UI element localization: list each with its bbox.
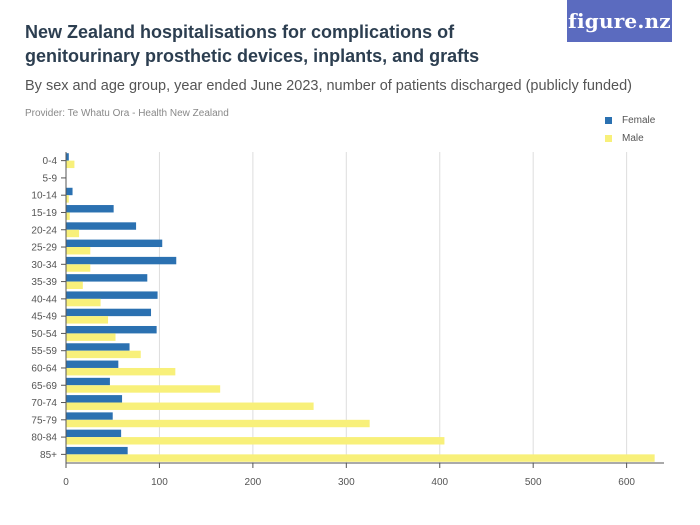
- legend-label-male: Male: [622, 132, 644, 144]
- bar-female-20-24[interactable]: [66, 222, 137, 230]
- bar-female-15-19[interactable]: [66, 205, 114, 213]
- x-tick-label: 500: [525, 477, 542, 488]
- data-provider: Provider: Te Whatu Ora - Health New Zeal…: [25, 108, 229, 119]
- bar-female-10-14[interactable]: [66, 187, 73, 196]
- bar-female-25-29[interactable]: [66, 239, 163, 248]
- legend-item-female[interactable]: Female: [605, 111, 655, 129]
- x-tick-label: 600: [618, 477, 635, 488]
- category-label: 60-64: [31, 363, 57, 374]
- bar-male-35-39[interactable]: [66, 281, 83, 290]
- bar-male-40-44[interactable]: [66, 298, 101, 307]
- bar-male-20-24[interactable]: [66, 229, 80, 238]
- category-label: 40-44: [31, 294, 57, 305]
- x-tick-label: 0: [63, 477, 69, 488]
- category-label: 85+: [40, 450, 57, 461]
- bar-female-75-79[interactable]: [66, 412, 113, 420]
- category-label: 35-39: [31, 277, 57, 288]
- bar-female-65-69[interactable]: [66, 377, 110, 386]
- bar-female-80-84[interactable]: [66, 429, 122, 438]
- bar-male-15-19[interactable]: [66, 212, 70, 220]
- x-tick-label: 300: [338, 477, 355, 488]
- category-label: 15-19: [31, 208, 57, 219]
- category-label: 0-4: [43, 156, 58, 167]
- bar-female-45-49[interactable]: [66, 308, 152, 317]
- chart-subtitle: By sex and age group, year ended June 20…: [25, 78, 632, 94]
- legend-item-male[interactable]: Male: [605, 129, 655, 147]
- bar-male-30-34[interactable]: [66, 264, 91, 272]
- bar-male-85+[interactable]: [66, 454, 655, 462]
- bar-male-25-29[interactable]: [66, 247, 91, 255]
- figure-nz-logo[interactable]: figure.nz: [567, 0, 672, 42]
- legend-swatch-female: [605, 116, 612, 124]
- category-label: 75-79: [31, 415, 57, 426]
- x-tick-label: 200: [245, 477, 262, 488]
- category-label: 55-59: [31, 346, 57, 357]
- category-label: 80-84: [31, 433, 57, 444]
- bar-female-50-54[interactable]: [66, 325, 157, 334]
- category-label: 20-24: [31, 225, 57, 236]
- chart-legend: Female Male: [605, 111, 655, 147]
- x-tick-label: 400: [431, 477, 448, 488]
- bar-male-60-64[interactable]: [66, 367, 176, 376]
- category-label: 70-74: [31, 398, 57, 409]
- bar-female-0-4[interactable]: [66, 153, 69, 161]
- bar-male-80-84[interactable]: [66, 437, 445, 445]
- category-label: 10-14: [31, 191, 57, 202]
- bar-male-0-4[interactable]: [66, 160, 75, 169]
- bar-male-55-59[interactable]: [66, 350, 141, 359]
- bar-female-55-59[interactable]: [66, 343, 130, 351]
- bar-male-45-49[interactable]: [66, 316, 109, 324]
- category-label: 45-49: [31, 312, 57, 323]
- bar-male-10-14[interactable]: [66, 195, 69, 203]
- chart-title: New Zealand hospitalisations for complic…: [25, 22, 480, 66]
- bar-female-40-44[interactable]: [66, 291, 158, 299]
- category-label: 50-54: [31, 329, 57, 340]
- bar-female-60-64[interactable]: [66, 360, 119, 368]
- bar-male-50-54[interactable]: [66, 333, 116, 341]
- category-label: 65-69: [31, 381, 57, 392]
- bar-female-35-39[interactable]: [66, 274, 148, 282]
- bar-male-75-79[interactable]: [66, 419, 370, 428]
- legend-swatch-male: [605, 134, 612, 142]
- legend-label-female: Female: [622, 114, 656, 126]
- category-label: 5-9: [43, 173, 58, 184]
- bar-female-70-74[interactable]: [66, 395, 123, 403]
- category-label: 25-29: [31, 243, 57, 254]
- bar-female-30-34[interactable]: [66, 256, 177, 265]
- bar-female-85+[interactable]: [66, 446, 128, 455]
- category-label: 30-34: [31, 260, 57, 271]
- x-tick-label: 100: [151, 477, 168, 488]
- bar-male-65-69[interactable]: [66, 385, 221, 393]
- bar-male-70-74[interactable]: [66, 402, 314, 410]
